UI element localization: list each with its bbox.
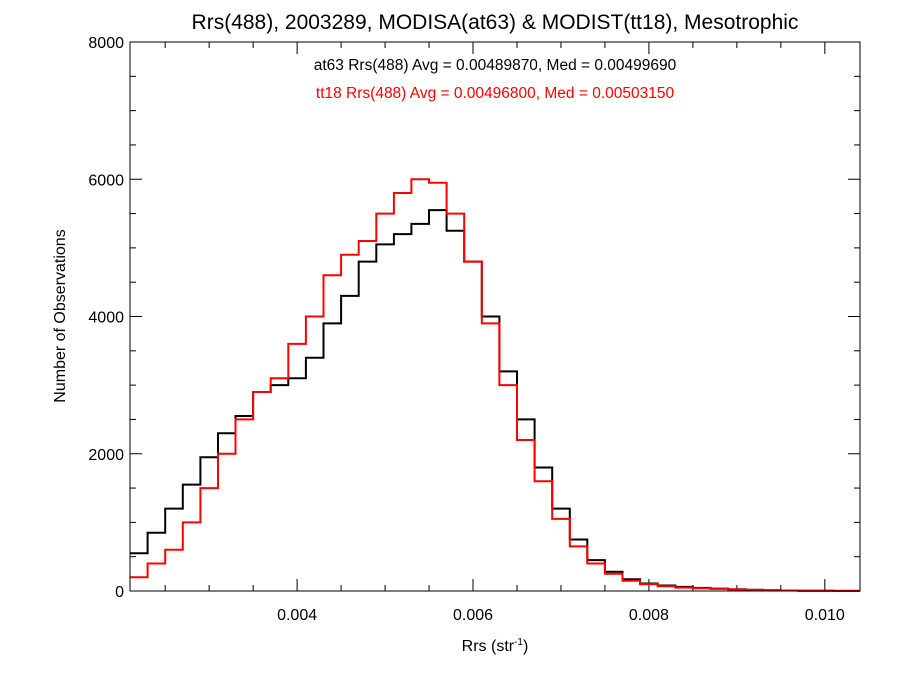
y-tick-label: 0 xyxy=(115,584,124,601)
annotation-at63: at63 Rrs(488) Avg = 0.00489870, Med = 0.… xyxy=(314,57,677,74)
annotation-tt18: tt18 Rrs(488) Avg = 0.00496800, Med = 0.… xyxy=(316,85,675,102)
x-axis-label: Rrs (str-1) xyxy=(462,637,529,655)
x-axis-label-main: Rrs (str xyxy=(462,638,515,655)
series-layer xyxy=(130,178,860,592)
x-tick-label: 0.004 xyxy=(277,607,317,624)
series-line-at63 xyxy=(130,209,860,592)
series-line-tt18 xyxy=(130,178,860,592)
x-axis-label-sup: -1 xyxy=(514,637,523,648)
plot-frame xyxy=(129,41,861,592)
axis-tick-labels: 0 2000 4000 6000 8000 0.004 0.006 0.008 0.010 xyxy=(88,35,845,624)
y-axis-label: Number of Observations xyxy=(52,229,69,402)
y-tick-label: 2000 xyxy=(88,447,124,464)
y-tick-label: 6000 xyxy=(88,172,124,189)
y-tick-label: 4000 xyxy=(88,310,124,327)
y-tick-label: 8000 xyxy=(88,35,124,52)
x-tick-label: 0.008 xyxy=(629,607,669,624)
chart-title: Rrs(488), 2003289, MODISA(at63) & MODIST… xyxy=(192,11,799,34)
x-tick-label: 0.010 xyxy=(805,607,845,624)
x-axis-label-end: ) xyxy=(523,638,528,655)
x-tick-label: 0.006 xyxy=(453,607,493,624)
